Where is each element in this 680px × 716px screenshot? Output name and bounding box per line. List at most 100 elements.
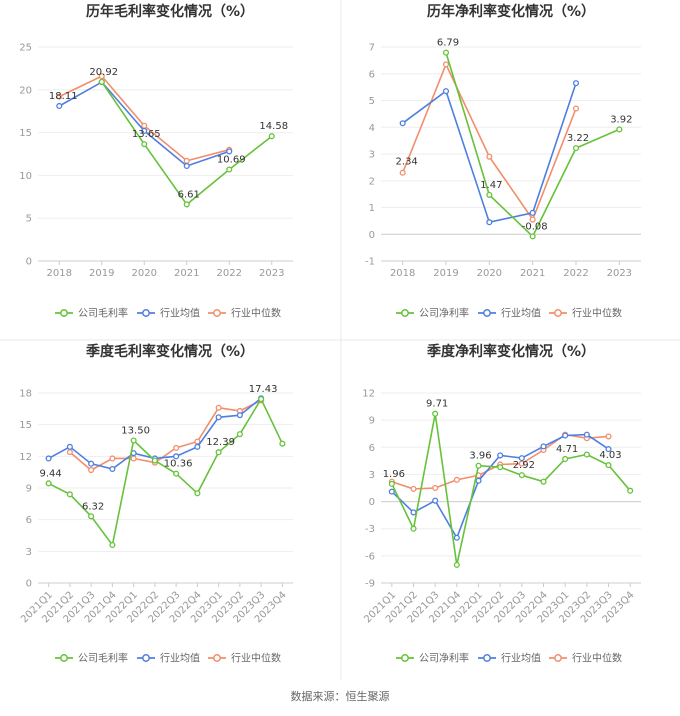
data-label: 1.47 — [480, 180, 502, 191]
data-point-company — [279, 440, 286, 447]
data-label: 14.58 — [259, 121, 288, 132]
data-label: 2.92 — [513, 460, 535, 471]
data-point-industry_median — [215, 404, 222, 411]
y-tick-label: 0 — [369, 497, 375, 508]
chart-title: 季度毛利率变化情况（%） — [85, 343, 254, 360]
data-point-industry_avg — [486, 219, 493, 226]
legend-label: 行业中位数 — [231, 652, 281, 665]
data-point-industry_avg — [226, 148, 233, 155]
data-point-company — [130, 437, 137, 444]
data-label: 6.32 — [82, 501, 104, 512]
data-point-industry_avg — [236, 412, 243, 419]
data-point-industry_median — [173, 444, 180, 451]
y-tick-label: 12 — [19, 452, 32, 463]
data-point-industry_avg — [605, 446, 612, 453]
data-point-company — [475, 462, 482, 469]
series-line-company — [445, 52, 620, 238]
legend-label: 行业中位数 — [572, 307, 622, 320]
data-label: 4.71 — [556, 444, 578, 455]
data-point-industry_avg — [215, 414, 222, 421]
y-tick-label: 18 — [19, 389, 32, 400]
data-point-company — [518, 472, 525, 479]
chart-quarterly-gross: 季度毛利率变化情况（%）03691215182021Q12021Q22021Q3… — [19, 343, 293, 665]
data-point-industry_median — [109, 455, 116, 462]
y-tick-label: 10 — [19, 171, 32, 182]
y-tick-label: -9 — [365, 579, 375, 590]
legend-marker-company — [60, 309, 68, 317]
data-label: 3.22 — [567, 133, 589, 144]
data-point-industry_avg — [183, 162, 190, 170]
y-tick-label: 0 — [369, 230, 375, 241]
data-point-industry_median — [183, 157, 190, 164]
y-tick-label: 5 — [369, 96, 375, 107]
data-point-company — [627, 487, 634, 494]
data-label: -0.08 — [522, 221, 548, 232]
data-point-company — [442, 49, 450, 56]
legend-label: 行业均值 — [501, 652, 541, 665]
data-point-company — [88, 513, 95, 520]
data-point-industry_avg — [66, 443, 73, 450]
legend-marker-industry_median — [213, 309, 221, 317]
data-label: 10.69 — [217, 154, 246, 165]
data-point-industry_avg — [56, 102, 63, 110]
chart-title: 历年净利率变化情况（%） — [427, 3, 595, 20]
data-source: 数据来源：恒生聚源 — [291, 689, 390, 703]
data-point-company — [194, 490, 201, 497]
chart-annual-gross: 历年毛利率变化情况（%） 0 5 10 15 20 25 2018 2019 2020 2021 20… — [19, 3, 293, 320]
y-tick-label: 9 — [26, 484, 32, 495]
data-point-industry_median — [432, 484, 439, 492]
legend-label: 公司净利率 — [419, 652, 469, 665]
y-tick-label: 2 — [369, 176, 375, 187]
data-point-industry_avg — [388, 488, 395, 495]
legend-label: 公司毛利率 — [78, 307, 128, 320]
data-label: 3.96 — [469, 451, 491, 462]
data-point-industry_avg — [442, 88, 450, 95]
data-point-industry_median — [56, 93, 63, 100]
data-point-company — [183, 201, 190, 208]
x-tick-label: 2020 — [132, 268, 157, 279]
data-point-company — [258, 395, 265, 403]
x-tick-label: 2023 — [607, 268, 632, 279]
x-tick-label: 2021 — [174, 268, 199, 279]
data-point-industry_avg — [518, 455, 525, 462]
series-line-company — [101, 81, 273, 206]
data-point-company — [529, 233, 536, 240]
data-point-industry_avg — [475, 477, 482, 484]
legend-label: 公司净利率 — [419, 307, 469, 320]
data-point-company — [562, 455, 569, 463]
x-tick-label: 2019 — [89, 268, 114, 279]
y-tick-label: 0 — [26, 257, 32, 268]
data-label: 17.43 — [249, 384, 278, 395]
y-tick-label: 15 — [19, 420, 32, 431]
legend-marker-industry_avg — [483, 654, 491, 662]
data-label: 20.92 — [89, 67, 118, 78]
data-point-industry_avg — [410, 509, 417, 516]
y-tick-label: 6 — [369, 69, 375, 80]
legend-marker-industry_median — [213, 654, 221, 662]
y-tick-label: 3 — [26, 547, 32, 558]
y-tick-label: 6 — [26, 515, 32, 526]
data-point-company — [173, 470, 180, 477]
data-label: 1.96 — [383, 469, 405, 480]
x-tick-label: 2022 — [563, 268, 588, 279]
data-point-company — [486, 191, 493, 198]
y-tick-label: 9 — [369, 416, 375, 427]
legend-marker-company — [401, 309, 409, 317]
data-point-company — [109, 541, 116, 549]
data-label: 12.39 — [206, 437, 235, 448]
data-label: 6.61 — [178, 189, 200, 200]
data-point-company — [410, 525, 417, 532]
data-point-company — [268, 133, 275, 140]
data-point-company — [432, 410, 439, 417]
data-point-company — [583, 451, 590, 458]
y-tick-label: -3 — [365, 524, 375, 535]
x-tick-label: 2020 — [477, 268, 502, 279]
legend-marker-industry_avg — [142, 654, 150, 662]
data-point-industry_avg — [572, 80, 580, 87]
data-point-company — [453, 561, 460, 568]
data-point-industry_median — [130, 455, 137, 462]
data-point-company — [66, 491, 73, 498]
legend-label: 行业均值 — [160, 307, 200, 320]
data-point-industry_median — [453, 476, 460, 483]
